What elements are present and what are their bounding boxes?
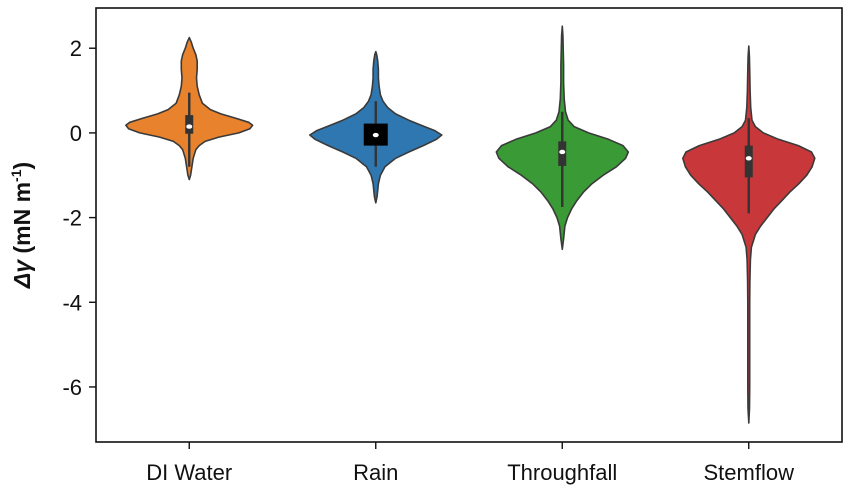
y-axis-label: Δγ (mN m-1)	[8, 162, 35, 289]
x-tick-label: Throughfall	[507, 460, 617, 485]
x-tick-label: DI Water	[146, 460, 232, 485]
median-point	[186, 124, 193, 129]
plot-frame	[95, 7, 843, 443]
y-tick-label: -6	[62, 375, 82, 400]
violin-stemflow	[682, 45, 816, 424]
boxplots-layer	[185, 92, 753, 214]
y-tick-label: 2	[70, 36, 82, 61]
y-tick-label: -2	[62, 206, 82, 231]
y-tick-label: -4	[62, 290, 82, 315]
median-point	[745, 156, 752, 161]
violins-layer	[125, 25, 816, 424]
x-axis: DI Water Rain Throughfall Stemflow	[146, 442, 794, 485]
y-axis-label-units: (mN m	[9, 182, 35, 260]
y-axis-label-symbol: Δγ	[9, 259, 35, 289]
y-axis-label-sup: -1	[8, 169, 24, 182]
y-axis: 2 0 -2 -4 -6	[62, 36, 96, 400]
y-axis-label-close: )	[9, 162, 35, 170]
x-tick-label: Rain	[353, 460, 398, 485]
median-point	[559, 149, 566, 155]
median-point	[372, 132, 379, 138]
y-tick-label: 0	[70, 121, 82, 146]
x-tick-label: Stemflow	[704, 460, 795, 485]
iqr-box	[744, 145, 753, 178]
